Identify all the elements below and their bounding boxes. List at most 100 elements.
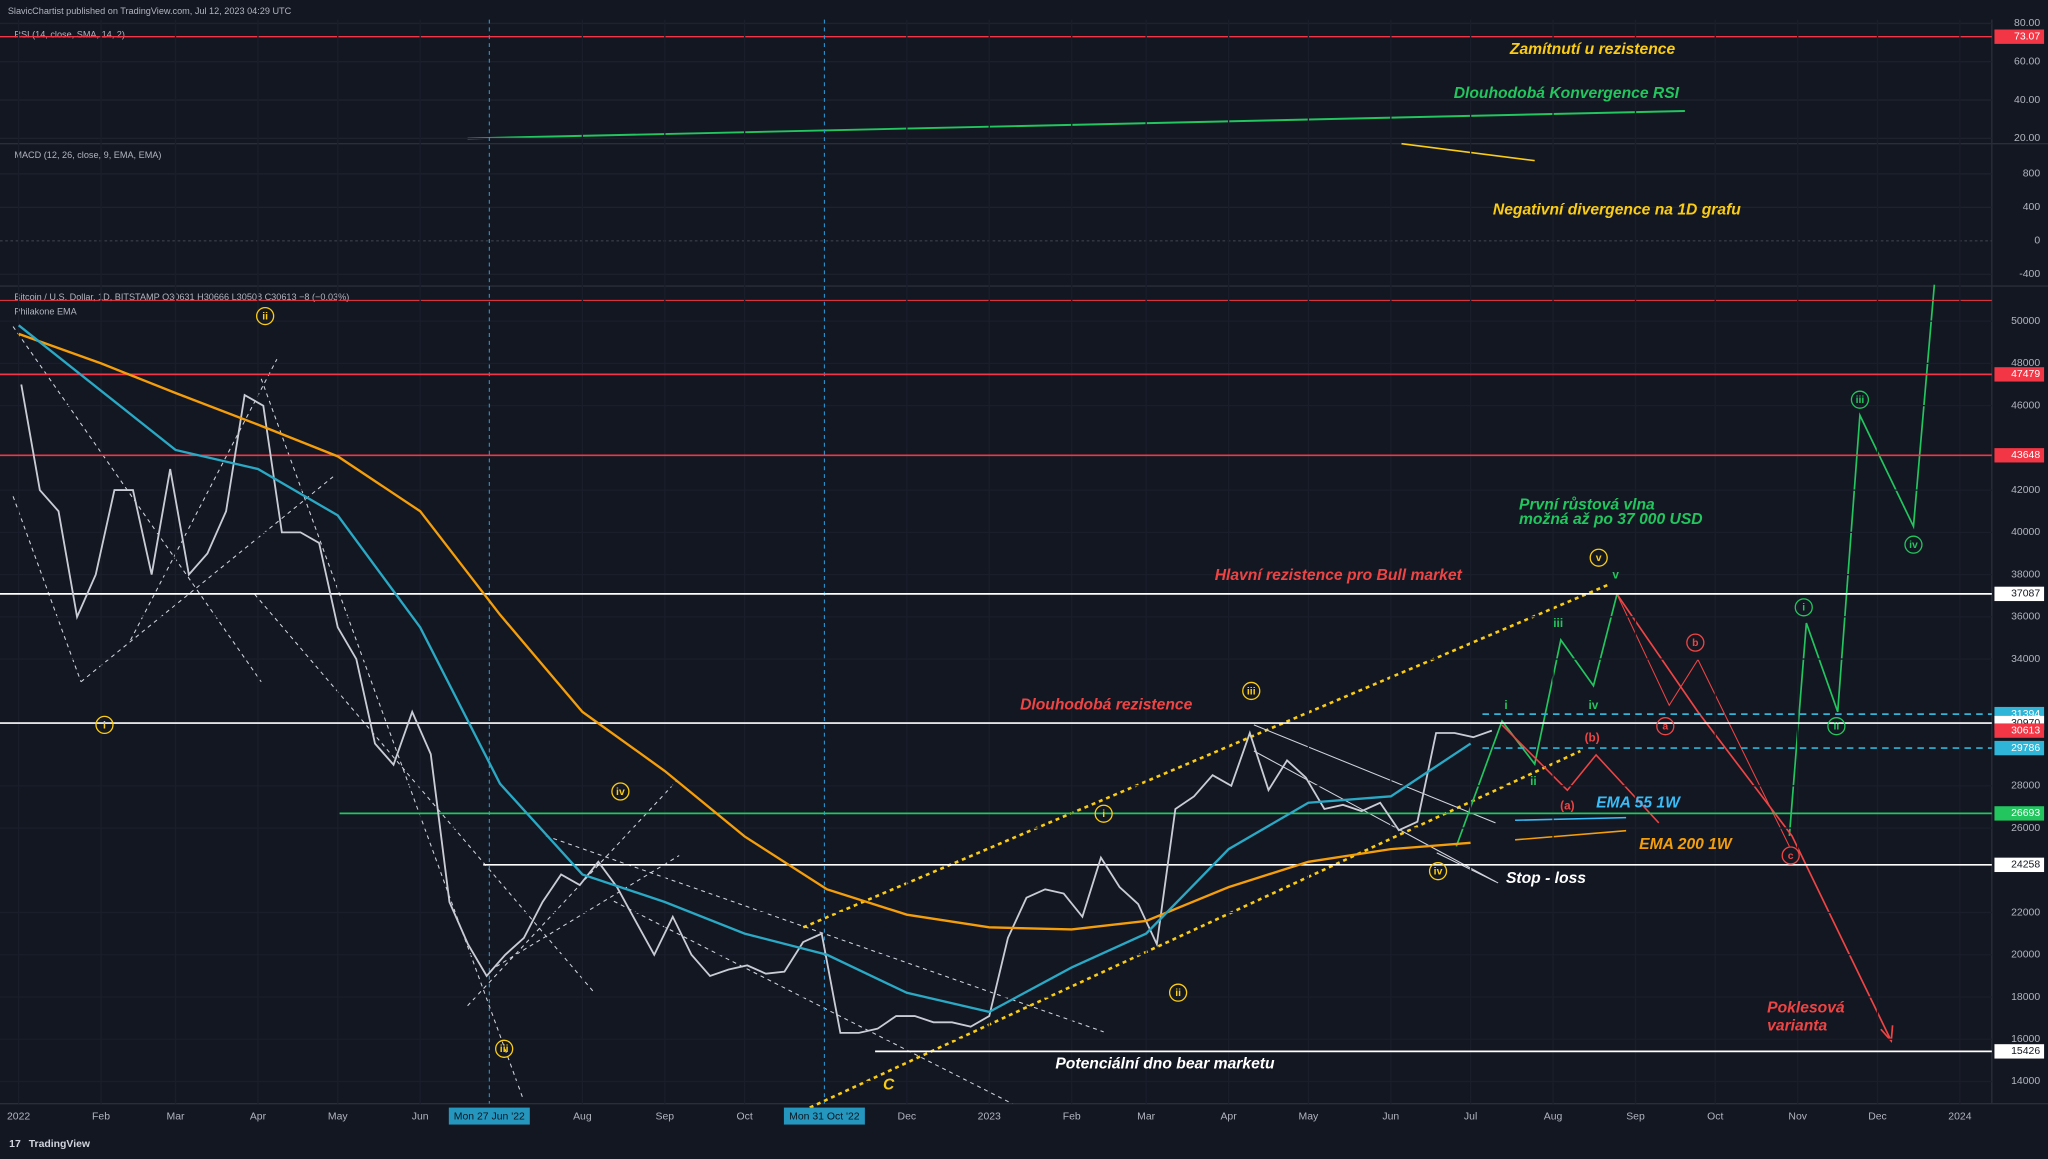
x-tick-label: Jun [412,1111,429,1122]
wave-label: b [1692,638,1698,649]
wave-circle [1686,633,1705,652]
level-label: 31394 [2011,709,2040,720]
macd-divergence-line [1401,142,1535,162]
x-tick-label: Feb [92,1111,110,1122]
level-label-bg [1994,586,2045,602]
channel-line [809,749,1581,1109]
annotation: možná až po 37 000 USD [1519,511,1703,528]
wave-circle [1827,717,1846,736]
y-tick-label: 46000 [2011,400,2040,411]
level-label: 26693 [2011,808,2040,819]
stop-loss-pointer [1436,852,1499,884]
x-tick-label: Mar [1137,1111,1155,1122]
wave-label: c [1788,851,1794,862]
y-tick-label: 16000 [2011,1034,2040,1045]
wave-label: iii [1856,395,1865,406]
level-label: 47479 [2011,369,2040,380]
wave-circle [1168,983,1188,1002]
wave-label: ii [262,312,268,323]
y-tick-label: 800 [2023,169,2041,180]
annotation: EMA 200 1W [1639,836,1733,853]
level-label-bg [1994,29,2045,44]
annotation: Poklesová [1767,999,1845,1016]
x-tick-label: Nov [1788,1111,1807,1122]
x-tick-label: Oct [1707,1111,1723,1122]
chart-subtitle: Philakone EMA [14,307,77,317]
x-tick-label: Oct [736,1111,752,1122]
y-tick-label: 18000 [2011,992,2040,1003]
annotation: Hlavní rezistence pro Bull market [1215,567,1463,584]
wave-circle [95,715,114,735]
x-tick-label: 2023 [978,1111,1001,1122]
annotation: varianta [1767,1018,1827,1035]
annotation: EMA 55 1W [1596,794,1681,811]
wave-label: iii [1247,686,1256,697]
wedge-line [254,593,595,993]
wave-circle [1794,598,1813,617]
y-tick-label: 40.00 [2014,95,2040,106]
wave-label: v [1612,568,1619,581]
level-label-bg [1994,448,2045,463]
wave-label: ii [1175,988,1181,999]
annotation: Zamítnutí u rezistence [1509,41,1676,58]
annotation: Dlouhodobá rezistence [1020,696,1193,713]
time-marker-label: Mon 31 Oct '22 [789,1111,860,1122]
wave-label: i [1102,809,1105,820]
y-tick-label: 40000 [2011,527,2040,538]
wave-label: i [103,720,106,731]
wave-label: ii [1530,775,1537,788]
header: SlavicChartist published on TradingView.… [8,6,292,16]
rsi-label: RSI (14, close, SMA, 14, 2) [14,30,125,40]
x-tick-label: Jul [1464,1111,1477,1122]
time-marker-label: Mon 27 Jun '22 [454,1111,525,1122]
wave-circle [1656,717,1675,736]
level-label: 43648 [2011,450,2040,461]
wave-circle [1904,535,1923,554]
y-tick-label: 38000 [2011,569,2040,580]
projection-path [1501,724,1660,824]
ema-arrow [1515,816,1627,822]
wave-label: v [1596,553,1602,564]
series-line [17,324,1472,1014]
wedge-line [12,326,262,683]
y-tick-label: 48000 [2011,358,2040,369]
x-tick-label: Aug [1544,1111,1563,1122]
x-tick-label: Feb [1063,1111,1081,1122]
wave-circle [495,1039,514,1058]
y-tick-label: 20000 [2011,950,2040,961]
x-tick-label: Sep [1626,1111,1645,1122]
y-tick-label: 22000 [2011,907,2040,918]
y-tick-label: 60.00 [2014,57,2040,68]
y-tick-label: 36000 [2011,612,2040,623]
wave-label: iv [1589,699,1599,712]
wave-label: ii [1834,722,1840,733]
wave-label: iii [500,1044,509,1055]
wedge-line [12,496,82,682]
wave-label: iv [616,787,625,798]
x-tick-label: 2024 [1948,1111,1971,1122]
level-label-bg [1994,367,2045,382]
y-tick-label: 26000 [2011,823,2040,834]
x-tick-label: May [1299,1111,1319,1122]
x-tick-label: Dec [1868,1111,1887,1122]
time-marker-bg [448,1107,530,1125]
y-tick-label: 14000 [2011,1076,2040,1087]
y-tick-label: 80.00 [2014,18,2040,29]
x-tick-label: Apr [250,1111,267,1122]
level-label: 29786 [2011,743,2040,754]
flag-line [1253,750,1496,883]
footer: TradingView [29,1139,91,1150]
wave-circle [1589,548,1608,567]
series-line [18,332,1471,931]
wave-label: iv [1434,867,1443,878]
x-tick-label: Sep [656,1111,675,1122]
wave-circle [1094,804,1113,823]
wedge-line [260,378,523,1098]
wave-label: iv [1909,540,1918,551]
wave-circle [1242,681,1261,701]
level-label: 24258 [2011,860,2040,871]
ema-arrow [1515,829,1627,841]
level-label-bg [1994,857,2045,873]
logo: 17 [9,1139,21,1150]
